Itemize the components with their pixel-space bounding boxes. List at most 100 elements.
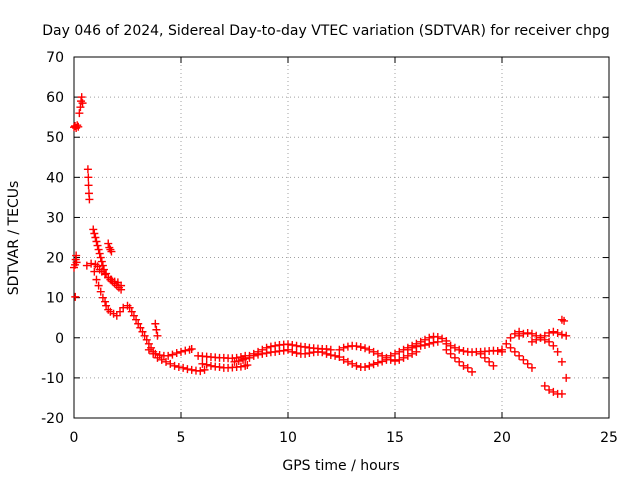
y-tick-label: 50 — [46, 130, 64, 146]
data-point — [352, 342, 361, 351]
data-point — [94, 245, 103, 254]
data-point — [104, 239, 113, 248]
data-point — [78, 99, 87, 108]
data-point — [101, 297, 110, 306]
data-point — [92, 237, 101, 246]
data-point — [361, 344, 370, 353]
data-point — [98, 293, 107, 302]
data-point — [348, 359, 357, 368]
data-point — [446, 341, 455, 350]
data-point — [164, 351, 173, 360]
data-point — [523, 328, 532, 337]
data-point — [463, 363, 472, 372]
data-points — [70, 93, 571, 398]
data-point — [83, 165, 92, 174]
data-point — [339, 355, 348, 364]
data-point — [174, 363, 183, 372]
data-point — [365, 345, 374, 354]
data-point — [97, 257, 106, 266]
data-point — [292, 349, 301, 358]
data-point — [151, 319, 160, 328]
data-point — [152, 325, 161, 334]
axis-ticks: 0 5 10 15 20 25 -20 -10 0 10 20 30 40 50 60 70 — [41, 50, 618, 446]
data-point — [343, 342, 352, 351]
y-tick-label: 30 — [46, 210, 64, 226]
data-point — [241, 354, 250, 363]
data-point — [271, 347, 280, 356]
data-point — [459, 361, 468, 370]
data-point — [498, 345, 506, 354]
data-point — [153, 331, 162, 340]
data-point — [279, 346, 288, 355]
data-point — [90, 229, 99, 238]
data-point — [433, 337, 442, 346]
data-point — [331, 351, 340, 360]
data-point — [262, 349, 271, 358]
data-point — [557, 389, 566, 398]
y-tick-label: 0 — [55, 331, 64, 347]
data-point — [87, 259, 96, 268]
data-point — [102, 269, 111, 278]
y-tick-label: 10 — [46, 291, 64, 307]
data-point — [168, 350, 177, 359]
data-point — [116, 307, 125, 316]
data-point — [166, 359, 175, 368]
data-point — [215, 363, 224, 372]
data-point — [369, 360, 378, 369]
data-point — [489, 361, 498, 370]
data-point — [429, 338, 438, 347]
data-point — [94, 281, 103, 290]
y-axis-label: SDTVAR / TECUs — [6, 181, 22, 296]
data-point — [545, 385, 554, 394]
data-point — [322, 349, 331, 358]
data-point — [206, 361, 215, 370]
data-point — [82, 261, 91, 270]
data-point — [485, 357, 494, 366]
data-point — [292, 341, 301, 350]
data-point — [107, 247, 116, 256]
data-point — [506, 333, 515, 342]
data-point — [519, 355, 528, 364]
y-tick-label: 40 — [46, 170, 64, 186]
data-point — [326, 351, 335, 360]
data-point — [560, 316, 569, 325]
data-point — [480, 353, 489, 362]
data-point — [142, 335, 151, 344]
data-point — [540, 331, 549, 340]
data-point — [170, 361, 179, 370]
data-point — [335, 345, 344, 354]
data-point — [502, 339, 511, 348]
y-tick-label: 60 — [46, 90, 64, 106]
data-point — [258, 349, 267, 358]
y-tick-label: -10 — [41, 371, 64, 387]
data-point — [245, 353, 254, 362]
data-point — [84, 173, 93, 182]
data-point — [230, 357, 239, 366]
data-point — [408, 343, 417, 352]
data-point — [476, 349, 485, 358]
data-point — [562, 331, 571, 340]
data-point — [545, 328, 554, 337]
data-point — [144, 345, 153, 354]
data-point — [455, 357, 464, 366]
y-tick-label: -20 — [41, 411, 64, 427]
data-point — [85, 195, 94, 204]
data-point — [339, 343, 348, 352]
data-point — [399, 353, 408, 362]
data-point — [403, 345, 412, 354]
data-point — [243, 361, 252, 370]
data-point — [254, 350, 263, 359]
data-point — [117, 285, 126, 294]
data-point — [412, 342, 421, 351]
data-point — [361, 363, 370, 372]
data-point — [540, 381, 549, 390]
data-point — [198, 359, 207, 368]
data-point — [373, 358, 382, 367]
data-point — [493, 347, 502, 356]
data-point — [99, 265, 108, 274]
data-point — [523, 359, 532, 368]
data-point — [96, 253, 105, 262]
data-point — [157, 355, 166, 364]
data-point — [450, 353, 459, 362]
